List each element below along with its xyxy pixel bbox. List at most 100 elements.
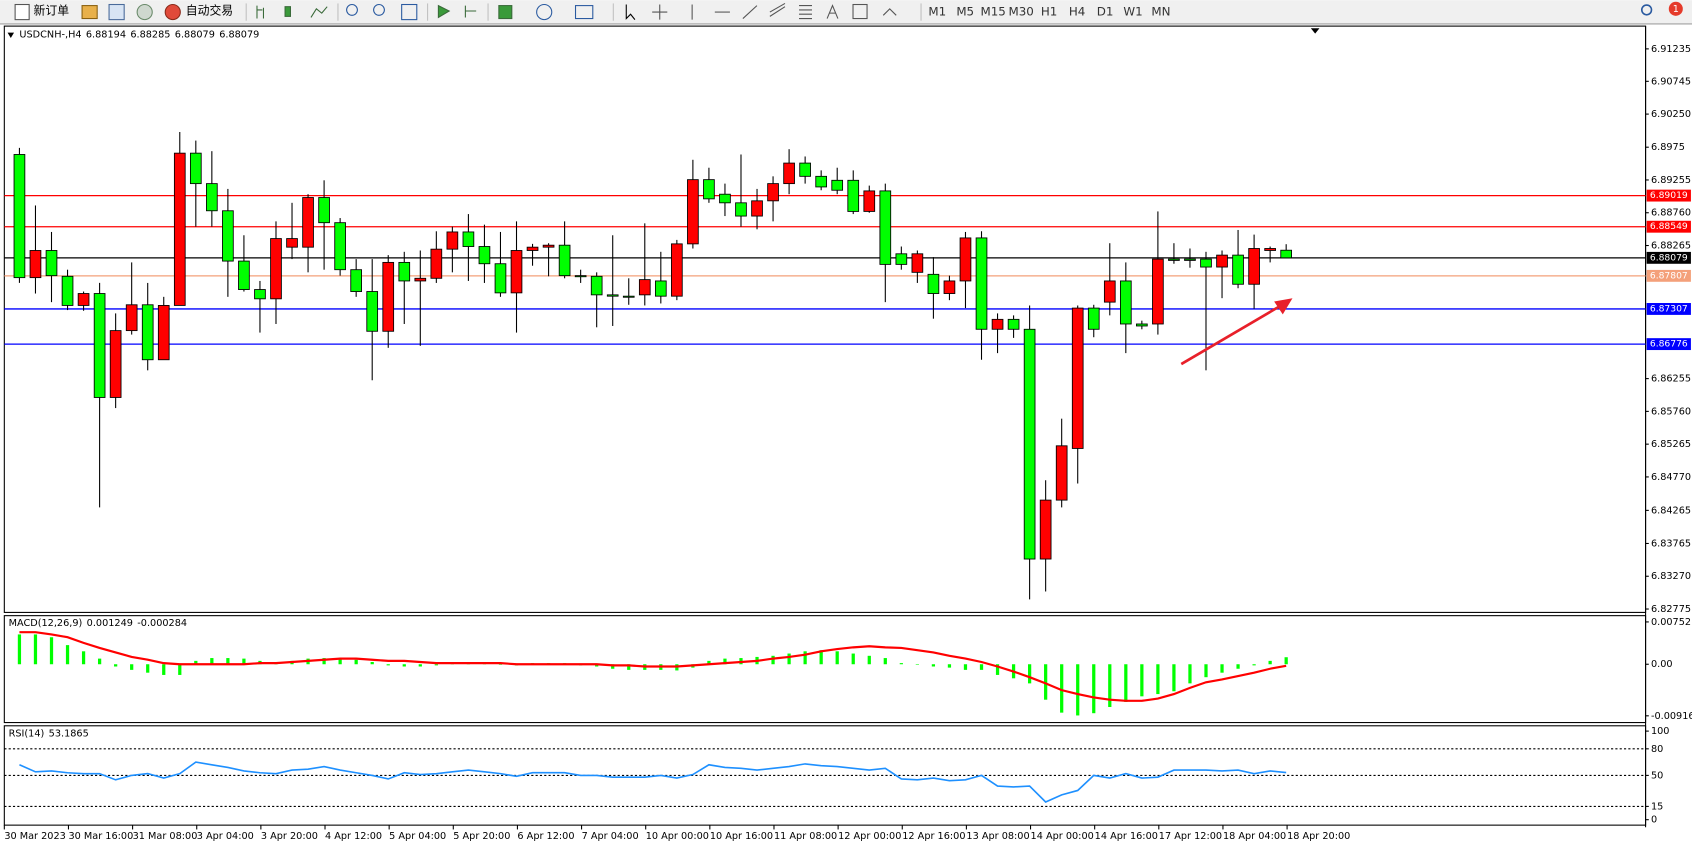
new-order-icon[interactable]	[14, 3, 30, 21]
scroll-icon[interactable]	[437, 4, 451, 19]
auto-trading-button[interactable]: 自动交易	[186, 3, 233, 17]
candle-body	[671, 243, 683, 297]
zoom-in-icon[interactable]	[346, 3, 358, 16]
candle-body	[1152, 258, 1164, 325]
macd-bar	[867, 655, 871, 665]
symbol-label: USDCNH-,H4	[19, 30, 81, 41]
y-tick-label: 6.90250	[1651, 109, 1691, 120]
y-tick-label: -0.009164	[1651, 711, 1692, 722]
y-tick-label: 0.00	[1651, 659, 1673, 670]
x-tick-label: 12 Apr 16:00	[902, 831, 965, 842]
template-icon[interactable]	[574, 5, 594, 20]
timeframe-button[interactable]: M1	[928, 5, 946, 19]
candle-body	[542, 244, 555, 248]
price-level-label: 6.89019	[1650, 190, 1688, 201]
trendline-icon[interactable]	[742, 5, 758, 19]
candle-body	[45, 250, 58, 277]
timeframe-button[interactable]: H1	[1041, 5, 1057, 19]
text-icon[interactable]	[826, 4, 839, 19]
y-tick-label: 80	[1651, 744, 1663, 755]
timeframe-button[interactable]: D1	[1097, 5, 1114, 19]
y-tick-label: 6.8975	[1651, 142, 1685, 153]
macd-bar	[819, 650, 823, 665]
timeframe-button[interactable]: M15	[981, 5, 1006, 19]
macd-bar	[65, 645, 70, 665]
macd-bar	[1156, 664, 1160, 695]
macd-title: MACD(12,26,9)	[9, 618, 83, 629]
timeframe-button[interactable]: H4	[1069, 5, 1085, 19]
rsi-value: 53.1865	[49, 728, 89, 739]
price-level-label: 6.87307	[1650, 303, 1688, 314]
candle-body	[173, 152, 186, 306]
macd-bar	[883, 658, 887, 665]
auto-trading-icon[interactable]	[164, 3, 181, 21]
macd-bar	[226, 658, 230, 665]
price-level-tag	[1646, 189, 1691, 202]
x-tick-label: 12 Apr 00:00	[838, 831, 901, 842]
toolbar-icon[interactable]	[108, 3, 125, 21]
macd-bar	[1027, 664, 1032, 684]
macd-bar	[17, 634, 22, 665]
header-dropdown[interactable]	[7, 32, 15, 38]
toolbar-icon[interactable]	[136, 3, 153, 21]
label-icon[interactable]	[852, 3, 868, 20]
bar-chart-icon[interactable]	[256, 5, 265, 19]
timeframe-button[interactable]: M30	[1008, 5, 1033, 19]
chart-shift-marker[interactable]	[1310, 28, 1320, 34]
indicators-icon[interactable]	[498, 5, 513, 20]
macd-bar	[1044, 664, 1048, 700]
candle-body	[366, 291, 379, 332]
macd-header: MACD(12,26,9) 0.001249 -0.000284	[9, 618, 187, 629]
timeframe-button[interactable]: M5	[956, 5, 974, 19]
x-tick-label: 3 Apr 04:00	[197, 831, 254, 842]
arrows-icon[interactable]	[882, 8, 897, 16]
channel-icon[interactable]	[769, 2, 786, 17]
toolbar-icon[interactable]	[81, 5, 98, 20]
x-tick-label: 14 Apr 00:00	[1031, 831, 1094, 842]
macd-signal-value: -0.000284	[137, 618, 187, 629]
macd-bar	[931, 664, 936, 667]
y-tick-label: 100	[1651, 726, 1670, 737]
notification-count: 1	[1673, 4, 1679, 15]
annotation-arrow	[1180, 304, 1282, 366]
candle-chart-icon[interactable]	[284, 6, 291, 17]
macd-bar	[194, 660, 198, 665]
candle-body	[847, 179, 860, 212]
crosshair-icon[interactable]	[652, 4, 668, 20]
shift-icon[interactable]	[464, 5, 477, 18]
candle-body	[991, 318, 1004, 330]
cursor-icon[interactable]	[625, 4, 636, 20]
candle-body	[751, 200, 763, 217]
macd-bar	[611, 664, 615, 669]
candle-body	[895, 253, 908, 265]
notification-badge[interactable]	[1668, 1, 1683, 16]
timeframe-button[interactable]: MN	[1151, 5, 1170, 19]
x-tick-label: 5 Apr 04:00	[389, 831, 446, 842]
period-icon[interactable]	[536, 3, 553, 21]
candle-body	[61, 275, 74, 306]
tile-icon[interactable]	[401, 3, 418, 21]
timeframe-button[interactable]: W1	[1123, 5, 1142, 19]
price-level-label: 6.88079	[1650, 252, 1688, 263]
macd-bar	[627, 664, 631, 670]
candle-body	[398, 261, 411, 282]
candle-body	[1103, 280, 1116, 303]
candle-body	[494, 263, 507, 294]
candle-body	[414, 277, 427, 282]
macd-bar	[787, 653, 791, 665]
x-tick-label: 14 Apr 16:00	[1095, 831, 1158, 842]
candle-body	[622, 295, 635, 298]
zoom-out-icon[interactable]	[373, 3, 385, 16]
line-chart-icon[interactable]	[310, 6, 328, 18]
new-order-button[interactable]: 新订单	[33, 3, 69, 17]
search-icon[interactable]	[1640, 4, 1653, 16]
toolbar-background	[0, 0, 1692, 24]
rsi-header: RSI(14) 53.1865	[9, 728, 89, 739]
candle-body	[478, 246, 491, 265]
macd-bar	[1092, 664, 1096, 714]
macd-bar	[1076, 664, 1080, 716]
fibo-icon[interactable]	[799, 5, 812, 20]
candle-body	[654, 280, 667, 297]
candle-body	[1136, 323, 1148, 327]
macd-bar	[899, 663, 903, 665]
